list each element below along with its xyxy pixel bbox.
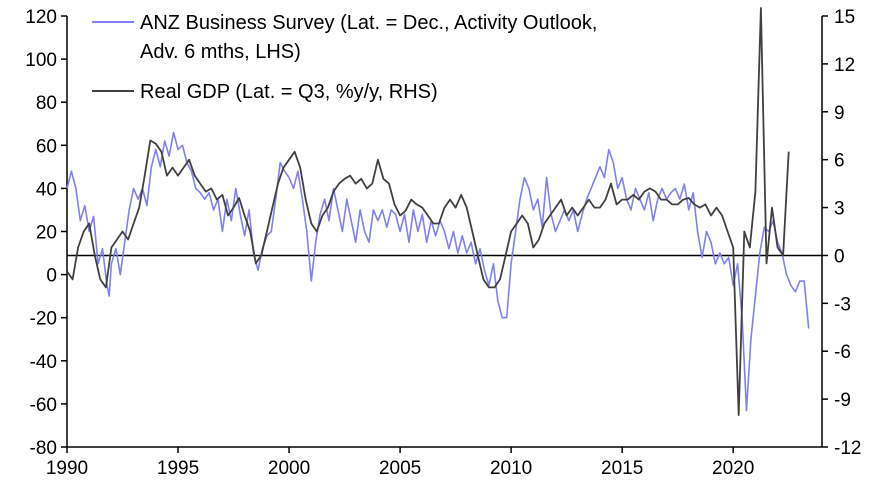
right-tick-label: -9 [834,390,851,411]
right-tick-label: -6 [834,342,851,363]
legend-label-anz-line1: ANZ Business Survey (Lat. = Dec., Activi… [140,12,597,34]
right-tick-label: 0 [834,246,845,267]
x-tick-label: 2010 [490,458,532,479]
left-tick-label: -20 [30,309,57,330]
legend: ANZ Business Survey (Lat. = Dec., Activi… [92,12,597,103]
x-tick-label: 1995 [157,458,199,479]
left-tick-label: 120 [25,7,57,28]
x-tick-label: 2020 [712,458,754,479]
x-tick-label: 2000 [268,458,310,479]
left-tick-label: 60 [36,136,57,157]
legend-label-anz-line2: Adv. 6 mths, LHS) [140,41,301,63]
right-tick-label: 6 [834,151,845,172]
right-tick-label: 15 [834,7,855,28]
x-tick-label: 1990 [46,458,88,479]
left-tick-label: 0 [46,266,57,287]
series-line-real-gdp [66,7,790,416]
right-tick-label: 3 [834,199,845,220]
right-tick-label: 9 [834,103,845,124]
right-tick-label: -12 [834,438,861,459]
left-tick-label: -80 [30,438,57,459]
left-tick-label: -40 [30,352,57,373]
x-axis-ticks: 1990 1995 2000 2005 2010 2015 2020 [46,447,754,479]
left-axis-ticks: 120 100 80 60 40 20 0 -20 -40 -60 -80 [25,7,67,459]
x-tick-label: 2015 [601,458,643,479]
left-tick-label: 80 [36,93,57,114]
left-tick-label: 40 [36,179,57,200]
left-tick-label: 100 [25,50,57,71]
right-axis-ticks: 15 12 9 6 3 0 -3 -6 -9 -12 [822,7,861,459]
left-tick-label: -60 [30,395,57,416]
x-tick-label: 2005 [379,458,421,479]
right-tick-label: 12 [834,55,855,76]
right-tick-label: -3 [834,294,851,315]
left-tick-label: 20 [36,223,57,244]
legend-label-real-gdp: Real GDP (Lat. = Q3, %y/y, RHS) [140,81,438,103]
